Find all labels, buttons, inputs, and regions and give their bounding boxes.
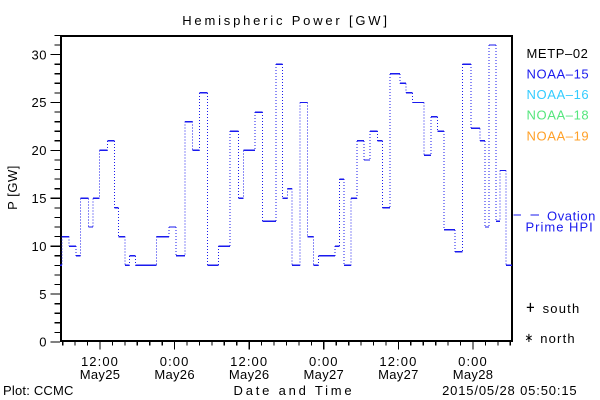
svg-text:2015/05/28 05:50:15: 2015/05/28 05:50:15 [442,383,577,398]
svg-text:Hemispheric Power [GW]: Hemispheric Power [GW] [182,13,390,28]
svg-text:P [GW]: P [GW] [5,165,20,210]
svg-text:NOAA–18: NOAA–18 [527,108,590,123]
svg-text:north: north [540,331,576,346]
svg-text:south: south [543,301,581,316]
svg-text:Ovation: Ovation [547,208,596,223]
svg-text:NOAA–15: NOAA–15 [527,66,590,81]
svg-text:12:00: 12:00 [230,354,268,369]
svg-text:30: 30 [32,47,47,62]
svg-text:0:00: 0:00 [160,354,190,369]
svg-text:12:00: 12:00 [81,354,119,369]
svg-text:May25: May25 [80,367,121,382]
svg-text:10: 10 [32,239,47,254]
svg-text:May28: May28 [453,367,494,382]
svg-text:0:00: 0:00 [309,354,339,369]
svg-text:NOAA–16: NOAA–16 [527,87,590,102]
svg-text:Date and Time: Date and Time [234,383,355,398]
svg-text:12:00: 12:00 [379,354,417,369]
svg-text:May26: May26 [229,367,270,382]
svg-text:Prime HPI: Prime HPI [526,219,594,234]
svg-text:25: 25 [32,95,47,110]
svg-text:0:00: 0:00 [458,354,488,369]
svg-text:NOAA–19: NOAA–19 [527,129,590,144]
svg-text:May26: May26 [154,367,195,382]
svg-text:0: 0 [39,335,47,350]
svg-text:20: 20 [32,143,47,158]
svg-text:May27: May27 [304,367,345,382]
svg-text:Plot: CCMC: Plot: CCMC [3,383,74,398]
svg-text:5: 5 [39,287,47,302]
svg-text:15: 15 [32,191,47,206]
svg-text:May27: May27 [378,367,419,382]
svg-text:METP–02: METP–02 [527,46,589,61]
